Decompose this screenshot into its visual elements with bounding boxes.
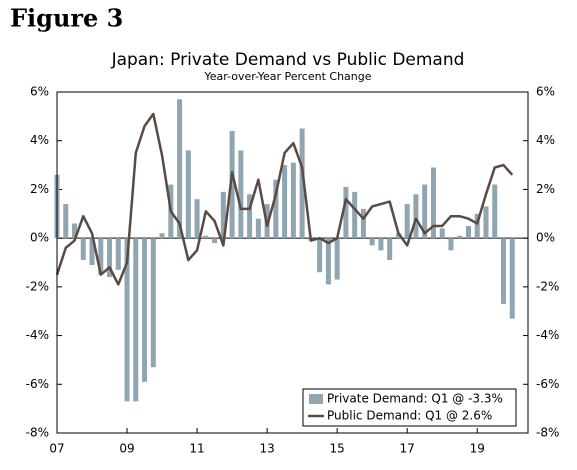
bar (325, 238, 331, 285)
x-tick-label: 15 (330, 442, 345, 456)
bar (395, 233, 401, 239)
y2-tick-label: 4% (536, 133, 555, 147)
bar (492, 184, 498, 239)
bar (220, 191, 226, 239)
bar (430, 167, 436, 239)
bar (255, 218, 261, 239)
bar (212, 238, 218, 244)
bar (352, 191, 358, 239)
bar (317, 238, 323, 273)
bar (422, 184, 428, 239)
plot-frame (56, 91, 529, 434)
bar (63, 204, 69, 239)
y-tick-label: -8% (26, 426, 49, 440)
y-tick-label: 4% (30, 133, 49, 147)
bar (177, 99, 183, 239)
bar (483, 206, 489, 239)
y2-tick-label: -2% (536, 279, 559, 293)
bar (238, 150, 244, 239)
bar (474, 213, 480, 239)
bar (413, 194, 419, 239)
bar (360, 208, 366, 239)
chart-subtitle: Year-over-Year Percent Change (203, 70, 371, 83)
bar (89, 238, 95, 265)
x-tick-label: 13 (259, 442, 274, 456)
bar (378, 238, 384, 251)
bar (124, 238, 130, 402)
bar (334, 238, 340, 280)
bar (387, 238, 393, 261)
y-tick-label: -6% (26, 377, 49, 391)
legend-swatch (309, 394, 323, 404)
y-tick-label: 6% (30, 85, 49, 99)
bar (404, 204, 410, 239)
bar (343, 186, 349, 239)
bar (72, 223, 78, 239)
y-tick-label: 0% (30, 231, 49, 245)
bar (465, 225, 471, 239)
y2-tick-label: -8% (536, 426, 559, 440)
x-tick-label: 19 (470, 442, 485, 456)
bar (133, 238, 139, 402)
legend-box (302, 388, 517, 427)
figure-label: Figure 3 (10, 4, 123, 33)
bar (500, 238, 506, 304)
bar (439, 228, 445, 239)
bar (457, 235, 463, 239)
bar (150, 238, 156, 368)
y2-tick-label: -4% (536, 328, 559, 342)
chart-title: Japan: Private Demand vs Public Demand (111, 50, 465, 70)
x-tick-label: 11 (189, 442, 204, 456)
bar (159, 233, 165, 239)
bar (273, 179, 279, 239)
y2-tick-label: 6% (536, 85, 555, 99)
y2-tick-label: -6% (536, 377, 559, 391)
y-tick-label: -4% (26, 328, 49, 342)
x-tick-label: 07 (49, 442, 64, 456)
x-tick-label: 09 (119, 442, 134, 456)
y2-tick-label: 2% (536, 182, 555, 196)
bar (299, 128, 305, 239)
bar (203, 235, 209, 239)
bar (229, 130, 235, 239)
bar (509, 238, 515, 319)
y2-tick-label: 0% (536, 231, 555, 245)
legend-label: Private Demand: Q1 @ -3.3% (327, 392, 503, 406)
bar (185, 150, 191, 239)
y-tick-label: -2% (26, 279, 49, 293)
x-tick-label: 17 (400, 442, 415, 456)
bar (80, 238, 86, 261)
bar (98, 238, 104, 275)
line (55, 112, 514, 286)
legend-label: Public Demand: Q1 @ 2.6% (327, 409, 492, 423)
bar (115, 238, 121, 270)
bar (194, 199, 200, 239)
bar (142, 238, 148, 382)
y-tick-label: 2% (30, 182, 49, 196)
bar (247, 194, 253, 239)
bar (282, 165, 288, 239)
bar (107, 238, 113, 278)
bar (448, 238, 454, 251)
bar (369, 238, 375, 246)
bar (290, 162, 296, 239)
